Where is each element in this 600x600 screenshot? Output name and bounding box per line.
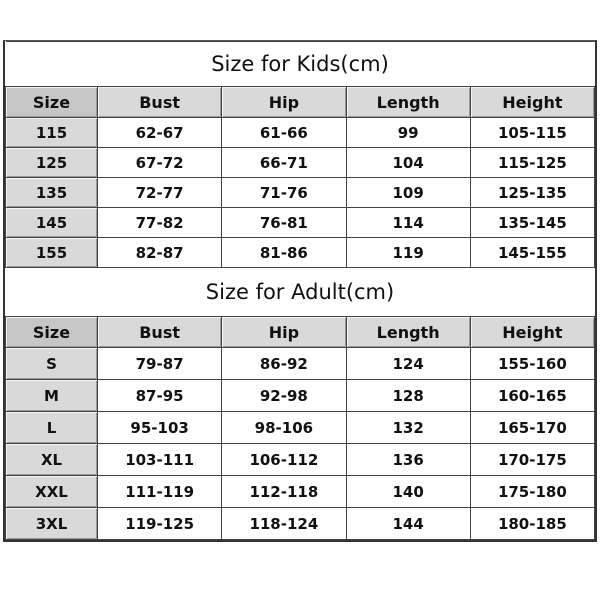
table-cell: 115-125 — [469, 147, 596, 178]
table-row: 3XL 119-125 118-124 144 180-185 — [5, 507, 596, 540]
adult-title-row: Size for Adult(cm) — [5, 267, 595, 317]
column-header: Length — [345, 316, 471, 348]
size-cell: M — [5, 379, 98, 412]
table-cell: 61-66 — [221, 117, 347, 148]
table-cell: 112-118 — [221, 475, 347, 508]
table-cell: 119 — [345, 237, 471, 268]
table-row: 145 77-82 76-81 114 135-145 — [5, 207, 596, 238]
table-cell: 86-92 — [221, 347, 347, 380]
table-cell: 170-175 — [469, 443, 596, 476]
table-row: XXL 111-119 112-118 140 175-180 — [5, 475, 596, 508]
size-cell: 115 — [5, 117, 98, 148]
table-cell: 106-112 — [221, 443, 347, 476]
table-cell: 72-77 — [96, 177, 223, 208]
kids-header-row: Size Bust Hip Length Height — [5, 86, 596, 118]
table-cell: 132 — [345, 411, 471, 444]
table-cell: 136 — [345, 443, 471, 476]
table-cell: 104 — [345, 147, 471, 178]
table-cell: 135-145 — [469, 207, 596, 238]
table-row: 135 72-77 71-76 109 125-135 — [5, 177, 596, 208]
table-cell: 77-82 — [96, 207, 223, 238]
table-cell: 175-180 — [469, 475, 596, 508]
table-cell: 144 — [345, 507, 471, 540]
size-chart: Size for Kids(cm) Size Bust Hip Length Height… — [3, 40, 597, 542]
size-cell: 155 — [5, 237, 98, 268]
table-cell: 111-119 — [96, 475, 223, 508]
table-row: L 95-103 98-106 132 165-170 — [5, 411, 596, 444]
table-row: XL 103-111 106-112 136 170-175 — [5, 443, 596, 476]
column-header: Height — [469, 316, 596, 348]
kids-title-row: Size for Kids(cm) — [5, 41, 595, 87]
table-cell: 118-124 — [221, 507, 347, 540]
table-cell: 145-155 — [469, 237, 596, 268]
table-cell: 109 — [345, 177, 471, 208]
table-row: 125 67-72 66-71 104 115-125 — [5, 147, 596, 178]
table-cell: 165-170 — [469, 411, 596, 444]
table-cell: 140 — [345, 475, 471, 508]
table-cell: 128 — [345, 379, 471, 412]
table-cell: 71-76 — [221, 177, 347, 208]
table-cell: 105-115 — [469, 117, 596, 148]
adult-title: Size for Adult(cm) — [5, 267, 595, 317]
table-cell: 95-103 — [96, 411, 223, 444]
table-cell: 114 — [345, 207, 471, 238]
column-header: Height — [469, 86, 596, 118]
column-header: Hip — [221, 316, 347, 348]
column-header: Bust — [96, 316, 223, 348]
table-cell: 155-160 — [469, 347, 596, 380]
size-cell: 145 — [5, 207, 98, 238]
table-cell: 76-81 — [221, 207, 347, 238]
column-header: Size — [5, 86, 98, 118]
table-cell: 103-111 — [96, 443, 223, 476]
table-cell: 160-165 — [469, 379, 596, 412]
table-cell: 79-87 — [96, 347, 223, 380]
table-cell: 124 — [345, 347, 471, 380]
table-cell: 180-185 — [469, 507, 596, 540]
table-cell: 62-67 — [96, 117, 223, 148]
table-cell: 98-106 — [221, 411, 347, 444]
size-cell: XXL — [5, 475, 98, 508]
table-cell: 66-71 — [221, 147, 347, 178]
table-cell: 67-72 — [96, 147, 223, 178]
table-cell: 87-95 — [96, 379, 223, 412]
size-cell: XL — [5, 443, 98, 476]
column-header: Size — [5, 316, 98, 348]
size-cell: 125 — [5, 147, 98, 178]
size-cell: 3XL — [5, 507, 98, 540]
table-cell: 125-135 — [469, 177, 596, 208]
table-row: 115 62-67 61-66 99 105-115 — [5, 117, 596, 148]
size-cell: 135 — [5, 177, 98, 208]
table-row: M 87-95 92-98 128 160-165 — [5, 379, 596, 412]
column-header: Hip — [221, 86, 347, 118]
kids-title: Size for Kids(cm) — [5, 41, 595, 87]
table-row: S 79-87 86-92 124 155-160 — [5, 347, 596, 380]
table-cell: 81-86 — [221, 237, 347, 268]
adult-header-row: Size Bust Hip Length Height — [5, 316, 596, 348]
table-cell: 82-87 — [96, 237, 223, 268]
table-cell: 99 — [345, 117, 471, 148]
table-cell: 92-98 — [221, 379, 347, 412]
size-cell: S — [5, 347, 98, 380]
size-cell: L — [5, 411, 98, 444]
table-row: 155 82-87 81-86 119 145-155 — [5, 237, 596, 268]
size-table: Size for Kids(cm) Size Bust Hip Length Height… — [5, 41, 596, 540]
column-header: Length — [345, 86, 471, 118]
table-cell: 119-125 — [96, 507, 223, 540]
column-header: Bust — [96, 86, 223, 118]
